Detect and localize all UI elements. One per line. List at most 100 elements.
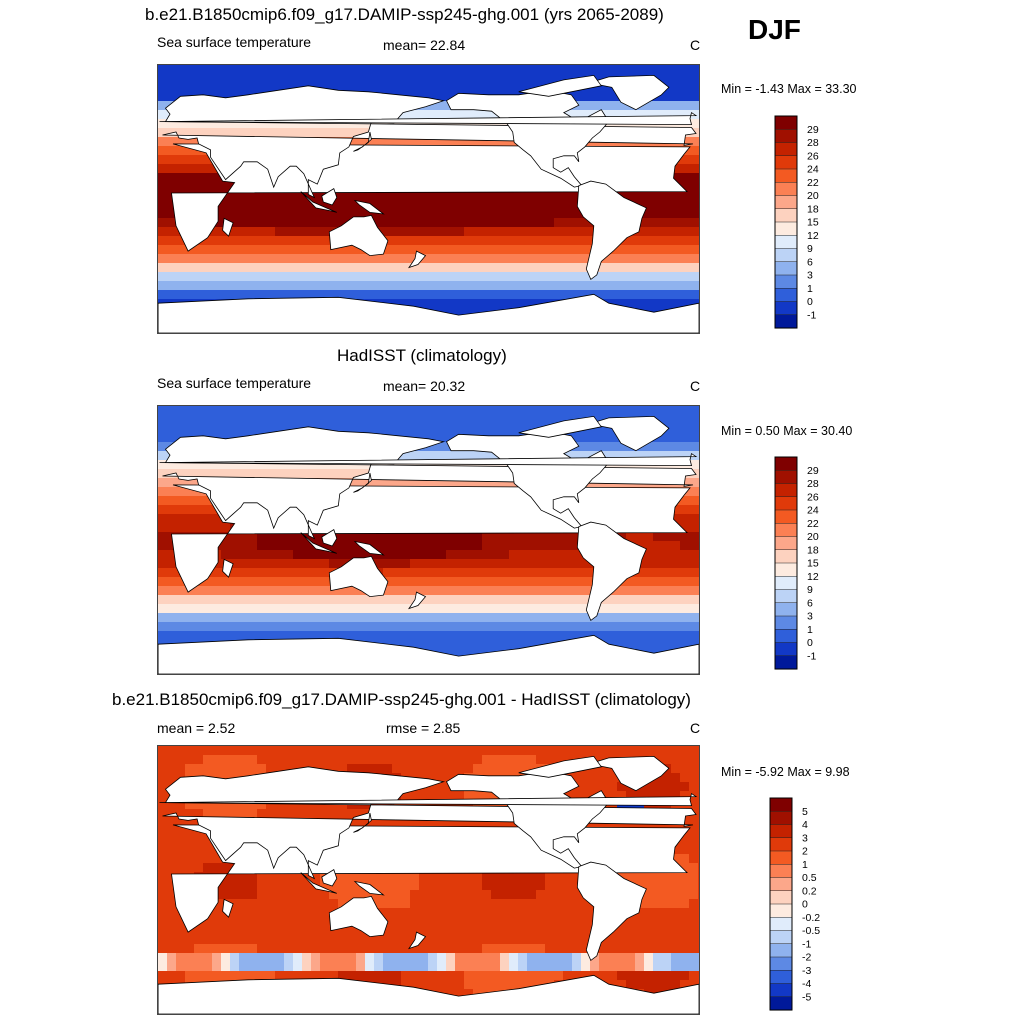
sst-cell [338, 83, 348, 93]
sst-cell [617, 110, 627, 120]
sst-cell [302, 577, 312, 587]
sst-cell [311, 191, 321, 201]
sst-cell [266, 586, 276, 596]
sst-cell [671, 640, 681, 650]
sst-cell [644, 604, 654, 614]
sst-cell [680, 640, 690, 650]
sst-cell [320, 236, 330, 246]
sst-cell [572, 272, 582, 282]
sst-cell [230, 263, 240, 273]
sst-cell [257, 263, 267, 273]
sst-cell [392, 908, 402, 918]
sst-cell [635, 586, 645, 596]
sst-cell [482, 881, 492, 891]
sst-cell [437, 586, 447, 596]
sst-cell [527, 764, 537, 774]
sst-cell [365, 755, 375, 765]
sst-cell [338, 424, 348, 434]
sst-cell [653, 577, 663, 587]
sst-cell [410, 746, 420, 756]
sst-cell [617, 595, 627, 605]
sst-cell [284, 200, 294, 210]
sst-cell [167, 272, 177, 282]
sst-cell [356, 550, 366, 560]
sst-cell [536, 236, 546, 246]
sst-cell [194, 245, 204, 255]
sst-cell [230, 272, 240, 282]
sst-cell [419, 209, 429, 219]
sst-cell [680, 586, 690, 596]
sst-cell [221, 800, 231, 810]
sst-cell [347, 74, 357, 84]
sst-cell [167, 568, 177, 578]
sst-cell [581, 908, 591, 918]
sst-cell [158, 764, 168, 774]
sst-cell [572, 746, 582, 756]
sst-cell [320, 209, 330, 219]
sst-cell [482, 640, 492, 650]
sst-cell [392, 604, 402, 614]
sst-cell [455, 424, 465, 434]
sst-cell [446, 263, 456, 273]
sst-cell [293, 631, 303, 641]
sst-cell [473, 755, 483, 765]
sst-cell [338, 586, 348, 596]
sst-cell [185, 487, 195, 497]
sst-cell [689, 541, 699, 551]
sst-cell [194, 290, 204, 300]
sst-cell [419, 631, 429, 641]
sst-cell [635, 110, 645, 120]
sst-cell [212, 631, 222, 641]
sst-cell [293, 74, 303, 84]
sst-cell [428, 424, 438, 434]
sst-cell [482, 299, 492, 309]
sst-cell [464, 191, 474, 201]
sst-cell [401, 137, 411, 147]
sst-cell [473, 415, 483, 425]
sst-cell [662, 415, 672, 425]
sst-cell [221, 245, 231, 255]
sst-cell [464, 899, 474, 909]
sst-cell [158, 791, 168, 801]
sst-cell [275, 218, 285, 228]
sst-cell [554, 899, 564, 909]
sst-cell [662, 272, 672, 282]
sst-cell [464, 451, 474, 461]
sst-cell [680, 245, 690, 255]
sst-cell [617, 281, 627, 291]
sst-cell [311, 899, 321, 909]
sst-cell [536, 263, 546, 273]
colorbar-swatch [774, 456, 798, 471]
sst-cell [626, 65, 636, 75]
sst-cell [455, 818, 465, 828]
sst-cell [428, 818, 438, 828]
sst-cell [221, 586, 231, 596]
sst-cell [320, 254, 330, 264]
sst-cell [689, 65, 699, 75]
sst-cell [401, 424, 411, 434]
sst-cell [455, 640, 465, 650]
sst-cell [536, 65, 546, 75]
sst-cell [653, 908, 663, 918]
sst-cell [653, 290, 663, 300]
sst-cell [374, 613, 384, 623]
sst-cell [248, 568, 258, 578]
sst-cell [599, 764, 609, 774]
sst-cell [329, 622, 339, 632]
sst-cell [581, 110, 591, 120]
sst-cell [347, 881, 357, 891]
sst-cell [473, 272, 483, 282]
sst-cell [437, 227, 447, 237]
colorbar-swatch [774, 523, 798, 538]
sst-cell [176, 836, 186, 846]
sst-cell [392, 218, 402, 228]
sst-cell [500, 478, 510, 488]
sst-cell [329, 764, 339, 774]
sst-cell [248, 890, 258, 900]
sst-cell [635, 613, 645, 623]
sst-cell [401, 550, 411, 560]
sst-cell [563, 604, 573, 614]
sst-cell [311, 917, 321, 927]
sst-cell [176, 406, 186, 416]
sst-cell [500, 622, 510, 632]
